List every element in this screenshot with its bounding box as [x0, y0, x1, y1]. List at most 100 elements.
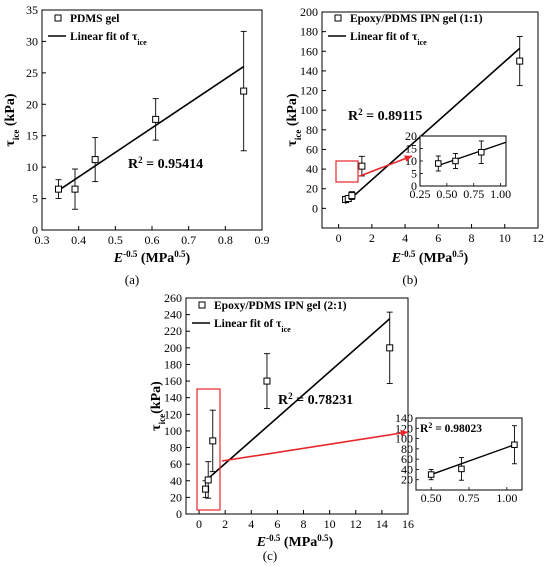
legend-series-label: PDMS gel	[70, 13, 120, 25]
fit-line	[344, 47, 521, 205]
inset-x-tick-label: 0.50	[421, 491, 442, 505]
r-squared-label: R2 = 0.78231	[278, 391, 353, 408]
inset-y-tick-label: 40	[401, 462, 413, 476]
x-tick-label: 0.5	[108, 233, 123, 247]
inset-fit-line	[438, 141, 507, 167]
data-point	[516, 57, 524, 65]
x-tick-label: 2	[369, 231, 375, 245]
fit-line	[205, 318, 391, 482]
data-point	[202, 485, 210, 493]
x-tick-label: 0.7	[181, 233, 196, 247]
inset-y-tick-label: 80	[401, 442, 413, 456]
r-squared-label: R2 = 0.95414	[128, 155, 203, 172]
inset-fit-line	[430, 444, 515, 476]
y-tick-label: 220	[164, 324, 182, 338]
y-tick-label: 60	[306, 142, 318, 156]
data-point	[386, 344, 394, 352]
x-tick-label: 0.9	[255, 233, 270, 247]
x-tick-label: 10	[324, 517, 336, 531]
y-tick-label: 5	[32, 192, 38, 206]
zoom-arrow	[221, 431, 409, 462]
y-tick-label: 120	[300, 84, 318, 98]
y-tick-label: 120	[164, 407, 182, 421]
legend-fit-label: Linear fit of τice	[350, 31, 427, 47]
x-tick-label: 8	[469, 231, 475, 245]
y-tick-label: 35	[26, 3, 38, 17]
y-tick-label: 180	[164, 357, 182, 371]
y-tick-label: 140	[300, 64, 318, 78]
legend-fit-label: Linear fit of τice	[214, 318, 291, 334]
y-tick-label: 20	[170, 490, 182, 504]
zoom-region-box	[196, 388, 221, 511]
x-tick-label: 2	[222, 517, 228, 531]
data-point	[209, 437, 217, 445]
x-tick-label: 0	[196, 517, 202, 531]
y-tick-label: 80	[170, 441, 182, 455]
zoom-arrow-head	[404, 155, 412, 162]
y-tick-label: 30	[26, 34, 38, 48]
y-tick-label: 200	[300, 5, 318, 19]
x-tick-label: 6	[435, 231, 441, 245]
zoom-arrow	[359, 155, 413, 177]
x-axis-label: E-0.5 (MPa0.5)	[113, 249, 191, 266]
inset-data-point	[478, 149, 485, 156]
data-point	[91, 156, 99, 164]
y-tick-label: 140	[164, 391, 182, 405]
x-tick-label: 14	[376, 517, 388, 531]
data-point	[204, 476, 212, 484]
data-point	[71, 185, 79, 193]
inset-data-point	[435, 160, 442, 167]
legend-marker	[198, 301, 206, 309]
inset-data-point	[458, 465, 465, 473]
inset-data-point	[452, 157, 459, 165]
panel-label: (b)	[402, 272, 417, 287]
y-tick-label: 60	[170, 457, 182, 471]
data-point	[263, 377, 271, 385]
x-tick-label: 0.6	[145, 233, 160, 247]
inset-x-tick-label: 0.75	[463, 187, 484, 201]
x-tick-label: 12	[532, 231, 544, 245]
legend-marker	[54, 14, 62, 22]
inset-y-tick-label: 5	[411, 167, 417, 181]
zoom-arrow-head	[400, 429, 408, 437]
y-tick-label: 20	[306, 182, 318, 196]
y-tick-label: 240	[164, 308, 182, 322]
inset-x-tick-label: 1.00	[496, 491, 517, 505]
y-tick-label: 0	[176, 507, 182, 521]
y-tick-label: 20	[26, 97, 38, 111]
y-tick-label: 260	[164, 291, 182, 305]
x-tick-label: 0.3	[35, 233, 50, 247]
inset-y-tick-label: 20	[401, 473, 413, 487]
data-point	[358, 162, 366, 170]
inset-x-tick-label: 1.00	[490, 187, 511, 201]
y-tick-label: 100	[164, 424, 182, 438]
inset-data-point	[511, 441, 518, 448]
inset-x-tick-label: 0.75	[459, 491, 480, 505]
inset-frame	[419, 135, 507, 187]
x-axis-label: E-0.5 (MPa0.5)	[391, 249, 469, 266]
x-tick-label: 8	[301, 517, 307, 531]
inset-r-squared-label: R2 = 0.98023	[420, 421, 482, 436]
x-tick-label: 0.4	[71, 233, 86, 247]
data-point	[55, 185, 62, 193]
y-tick-label: 0	[32, 223, 38, 237]
x-tick-label: 16	[402, 517, 414, 531]
chart-panel-3: 0 2 4 6 8 10 12 14 16020406080100120140160180200…	[149, 291, 523, 563]
inset-data-point	[427, 471, 435, 478]
zoom-region-box	[335, 160, 359, 183]
data-point	[240, 87, 248, 95]
x-tick-label: 10	[499, 231, 511, 245]
inset-y-tick-label: 15	[405, 142, 417, 156]
y-axis-label: τice(kPa)	[149, 381, 167, 431]
x-tick-label: 0	[336, 231, 342, 245]
inset-y-tick-label: 100	[395, 432, 413, 446]
y-tick-label: 160	[300, 44, 318, 58]
y-tick-label: 10	[26, 160, 38, 174]
legend-series-label: Epoxy/PDMS IPN gel (2:1)	[214, 300, 347, 312]
y-tick-label: 160	[164, 374, 182, 388]
data-point	[348, 192, 356, 200]
inset-frame	[415, 417, 523, 491]
x-axis-label: E-0.5 (MPa0.5)	[256, 533, 334, 550]
